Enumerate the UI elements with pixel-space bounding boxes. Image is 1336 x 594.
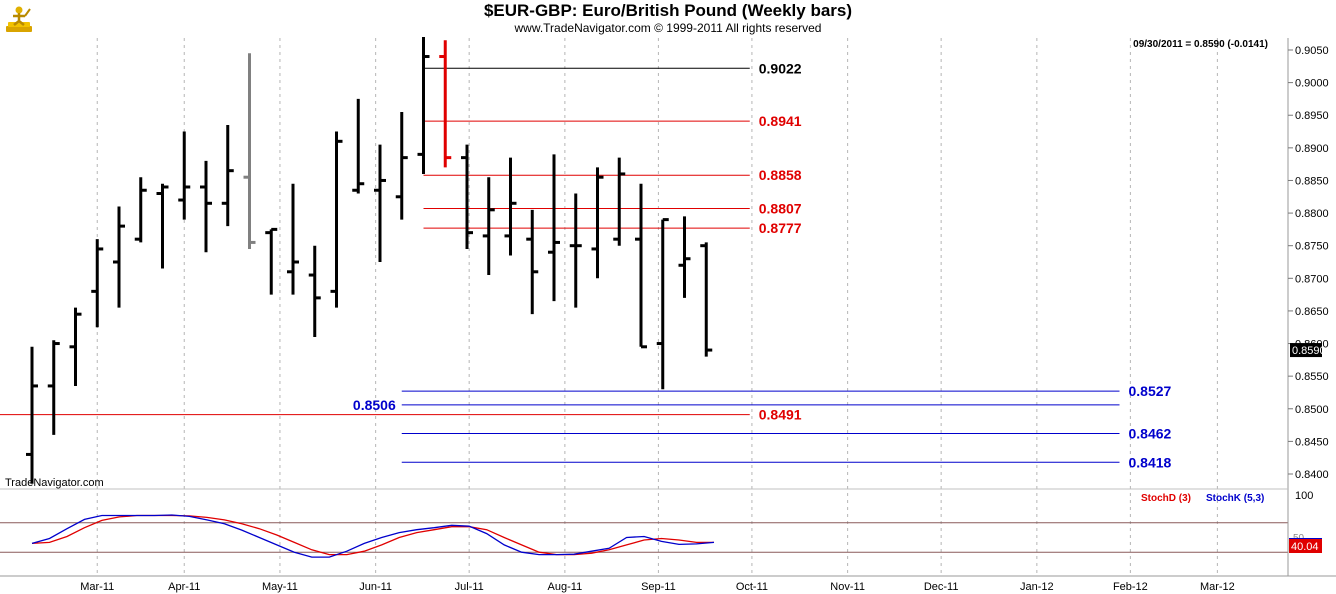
last-price-label: 0.8590 <box>1292 345 1326 357</box>
price-tick-label: 0.8850 <box>1295 175 1329 187</box>
month-label: Mar-12 <box>1200 581 1235 593</box>
stochd-legend: StochD (3) <box>1141 493 1191 504</box>
ohlc-bar <box>352 98 365 194</box>
ohlc-bar <box>308 245 321 338</box>
price-tick-label: 0.8800 <box>1295 208 1329 220</box>
level-label: 0.8527 <box>1129 383 1172 399</box>
level-label: 0.8807 <box>759 201 802 217</box>
ohlc-bar <box>395 111 408 220</box>
ohlc-bar <box>156 183 169 269</box>
ohlc-bar <box>265 227 278 295</box>
price-tick-label: 0.8750 <box>1295 241 1329 253</box>
ohlc-bar <box>69 307 82 386</box>
month-label: Sep-11 <box>641 581 676 593</box>
month-label: Apr-11 <box>168 581 200 593</box>
ohlc-bar <box>200 160 212 253</box>
ohlc-bar <box>656 218 669 390</box>
month-label: May-11 <box>262 581 298 593</box>
ohlc-bar <box>548 154 560 302</box>
month-label: Jun-11 <box>359 581 392 593</box>
price-tick-label: 0.8550 <box>1295 371 1329 383</box>
ohlc-bar <box>178 131 191 220</box>
ohlc-bar <box>113 206 125 308</box>
price-tick-label: 0.8950 <box>1295 110 1329 122</box>
ohlc-bar <box>700 242 713 357</box>
ohlc-bar <box>417 36 430 174</box>
price-tick-label: 0.8650 <box>1295 306 1329 318</box>
ohlc-bar <box>461 144 473 249</box>
ohlc-bar <box>243 53 256 249</box>
ohlc-bar <box>91 239 104 328</box>
ohlc-bar <box>526 209 539 315</box>
watermark-text: TradeNavigator.com <box>5 477 104 489</box>
chart-subtitle: www.TradeNavigator.com © 1999-2011 All r… <box>514 21 822 35</box>
month-label: Aug-11 <box>548 581 583 593</box>
stochk-line <box>31 514 715 558</box>
price-tick-label: 0.8900 <box>1295 143 1329 155</box>
chart-header: $EUR-GBP: Euro/British Pound (Weekly bar… <box>0 0 1336 38</box>
ohlc-bar <box>591 167 604 279</box>
price-tick-label: 0.9050 <box>1295 45 1329 57</box>
ohlc-bar <box>287 183 299 295</box>
ohlc-bar <box>504 157 517 256</box>
price-tick-label: 0.8700 <box>1295 273 1329 285</box>
ohlc-bar <box>374 144 386 262</box>
month-label: Dec-11 <box>924 581 959 593</box>
ohlc-bar <box>613 157 626 246</box>
ohlc-bar <box>482 177 495 276</box>
month-label: Feb-12 <box>1113 581 1148 593</box>
trading-figure-icon <box>6 6 32 32</box>
month-label: Oct-11 <box>736 581 768 593</box>
ohlc-bar <box>47 340 60 435</box>
level-label: 0.8491 <box>759 407 802 423</box>
level-label: 0.8462 <box>1129 426 1172 442</box>
last-price-badge <box>1290 343 1322 358</box>
level-label: 0.8777 <box>759 220 802 236</box>
price-tick-label: 0.8400 <box>1295 469 1329 481</box>
level-label: 0.8506 <box>353 397 396 413</box>
month-label: Mar-11 <box>80 581 114 593</box>
ohlc-bar <box>569 193 582 308</box>
ohlc-bar <box>635 183 647 349</box>
ohlc-bar <box>221 125 234 227</box>
ohlc-bar <box>134 177 147 243</box>
chart-title: $EUR-GBP: Euro/British Pound (Weekly bar… <box>483 1 853 20</box>
ohlc-bar <box>330 131 343 308</box>
price-tick-label: 0.8500 <box>1295 404 1329 416</box>
month-label: Nov-11 <box>830 581 865 593</box>
price-tick-label: 0.8450 <box>1295 436 1329 448</box>
month-label: Jan-12 <box>1020 581 1054 593</box>
ohlc-bar <box>678 216 691 298</box>
stoch-d-badge <box>1289 539 1322 553</box>
month-label: Jul-11 <box>455 581 484 593</box>
stochk-legend: StochK (5,3) <box>1206 493 1264 504</box>
stoch-tick-label: 100 <box>1295 490 1313 502</box>
level-label: 0.9022 <box>759 60 802 76</box>
ohlc-bar <box>26 346 38 484</box>
level-label: 0.8941 <box>759 113 802 129</box>
price-tick-label: 0.9000 <box>1295 78 1329 90</box>
level-label: 0.8858 <box>759 167 802 183</box>
ohlc-bar <box>439 40 452 168</box>
level-label: 0.8418 <box>1129 454 1172 470</box>
stoch-value-label: 40.04 <box>1291 541 1319 553</box>
last-quote-text: 09/30/2011 = 0.8590 (-0.0141) <box>1133 39 1268 50</box>
